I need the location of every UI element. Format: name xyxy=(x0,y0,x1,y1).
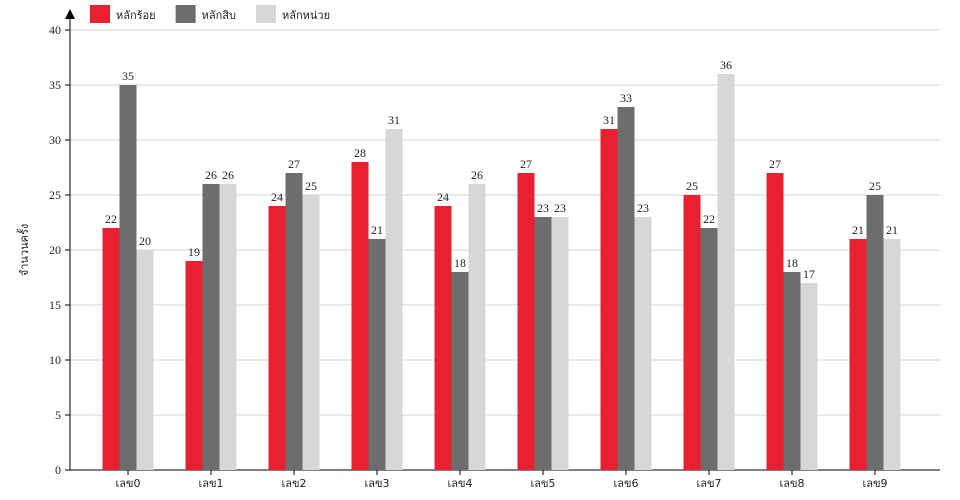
value-label: 25 xyxy=(305,179,317,193)
value-label: 27 xyxy=(288,157,300,171)
value-label: 23 xyxy=(637,201,649,215)
bar xyxy=(634,217,652,470)
legend-label: หลักหน่วย xyxy=(282,9,330,22)
bar xyxy=(534,217,552,470)
bar xyxy=(600,129,618,470)
value-label: 23 xyxy=(537,201,549,215)
bar xyxy=(617,107,635,470)
x-tick-label: เลข5 xyxy=(530,477,555,490)
legend-label: หลักสิบ xyxy=(202,9,236,22)
value-label: 21 xyxy=(886,223,898,237)
bar xyxy=(385,129,403,470)
x-tick-label: เลข3 xyxy=(364,477,389,490)
bar xyxy=(219,184,237,470)
value-label: 25 xyxy=(686,179,698,193)
bar xyxy=(800,283,818,470)
bar xyxy=(202,184,220,470)
x-tick-label: เลข0 xyxy=(115,477,140,490)
bar xyxy=(468,184,486,470)
value-label: 31 xyxy=(603,113,615,127)
bar xyxy=(119,85,137,470)
bar xyxy=(368,239,386,470)
y-tick-label: 0 xyxy=(55,463,61,477)
y-tick-label: 30 xyxy=(49,133,61,147)
bar xyxy=(102,228,120,470)
value-label: 24 xyxy=(437,190,449,204)
value-label: 25 xyxy=(869,179,881,193)
bar xyxy=(683,195,701,470)
value-label: 19 xyxy=(188,245,200,259)
x-tick-label: เลข7 xyxy=(696,477,721,490)
y-tick-label: 35 xyxy=(49,78,61,92)
y-axis-title: จำนวนครั้ง xyxy=(16,224,31,276)
value-label: 35 xyxy=(122,69,134,83)
bar xyxy=(185,261,203,470)
bar xyxy=(551,217,569,470)
bar xyxy=(783,272,801,470)
y-tick-label: 5 xyxy=(55,408,61,422)
bar xyxy=(285,173,303,470)
value-label: 36 xyxy=(720,58,732,72)
bar xyxy=(883,239,901,470)
value-label: 20 xyxy=(139,234,151,248)
value-label: 24 xyxy=(271,190,283,204)
bar xyxy=(302,195,320,470)
bar xyxy=(866,195,884,470)
value-label: 31 xyxy=(388,113,400,127)
bar xyxy=(517,173,535,470)
value-label: 23 xyxy=(554,201,566,215)
value-label: 18 xyxy=(454,256,466,270)
x-tick-label: เลข8 xyxy=(779,477,804,490)
x-tick-label: เลข2 xyxy=(281,477,306,490)
value-label: 22 xyxy=(703,212,715,226)
bar xyxy=(136,250,154,470)
x-tick-label: เลข4 xyxy=(447,477,472,490)
x-tick-label: เลข9 xyxy=(862,477,887,490)
bar xyxy=(268,206,286,470)
y-tick-label: 40 xyxy=(49,23,61,37)
value-label: 28 xyxy=(354,146,366,160)
value-label: 18 xyxy=(786,256,798,270)
legend-swatch xyxy=(90,5,110,23)
legend-swatch xyxy=(255,5,276,23)
value-label: 21 xyxy=(371,223,383,237)
legend-swatch xyxy=(175,5,196,23)
y-tick-label: 25 xyxy=(49,188,61,202)
value-label: 33 xyxy=(620,91,632,105)
legend-label: หลักร้อย xyxy=(116,9,156,22)
value-label: 21 xyxy=(852,223,864,237)
bar xyxy=(451,272,469,470)
value-label: 17 xyxy=(803,267,815,281)
value-label: 22 xyxy=(105,212,117,226)
x-tick-label: เลข6 xyxy=(613,477,638,490)
y-tick-label: 15 xyxy=(49,298,61,312)
y-tick-label: 10 xyxy=(49,353,61,367)
bar xyxy=(434,206,452,470)
value-label: 27 xyxy=(520,157,532,171)
value-label: 27 xyxy=(769,157,781,171)
x-tick-label: เลข1 xyxy=(198,477,223,490)
y-tick-label: 20 xyxy=(49,243,61,257)
bar xyxy=(849,239,867,470)
bar xyxy=(351,162,369,470)
bar xyxy=(717,74,735,470)
value-label: 26 xyxy=(205,168,217,182)
value-label: 26 xyxy=(471,168,483,182)
bar xyxy=(766,173,784,470)
bar xyxy=(700,228,718,470)
value-label: 26 xyxy=(222,168,234,182)
